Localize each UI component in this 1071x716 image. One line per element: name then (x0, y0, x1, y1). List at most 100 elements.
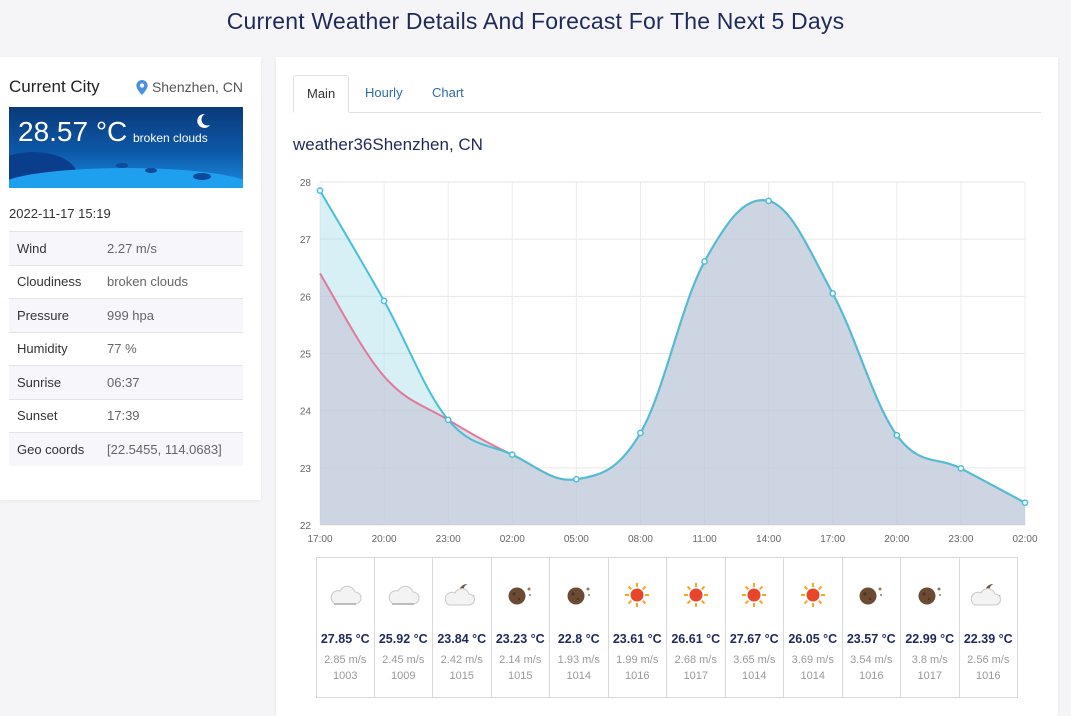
forecast-pressure: 1009 (391, 670, 416, 682)
tab-main[interactable]: Main (293, 75, 350, 113)
forecast-temp: 25.92 °C (378, 632, 428, 646)
forecast-item: 22.39 °C 2.56 m/s 1016 (959, 557, 1018, 698)
series-1-point (316, 187, 324, 194)
detail-value: [22.5455, 114.0683] (99, 432, 243, 466)
forecast-temp: 22.39 °C (963, 632, 1013, 646)
forecast-temp: 23.57 °C (846, 632, 896, 646)
page-title: Current Weather Details And Forecast For… (226, 8, 845, 34)
detail-key: Pressure (9, 298, 99, 332)
forecast-wind: 2.68 m/s (674, 654, 717, 666)
detail-key: Humidity (9, 331, 99, 366)
forecast-item: 27.85 °C 2.85 m/s 1003 (316, 557, 375, 698)
detail-value: 2.27 m/s (99, 231, 243, 265)
series-1-point (1021, 499, 1029, 507)
detail-value: 999 hpa (99, 298, 243, 332)
forecast-pressure: 1017 (683, 670, 708, 682)
decor-dot (145, 168, 157, 173)
series-1-point (380, 297, 388, 305)
forecast-temp: 22.8 °C (557, 632, 600, 646)
detail-value: 06:37 (99, 365, 243, 399)
forecast-pressure: 1014 (742, 670, 767, 682)
x-tick-label: 23:00 (436, 534, 461, 545)
detail-key: Sunrise (9, 365, 99, 399)
forecast-temp: 23.23 °C (495, 632, 545, 646)
tab-bar: Main Hourly Chart (293, 75, 1041, 113)
detail-key: Wind (9, 231, 99, 265)
y-tick-label: 26 (300, 292, 312, 303)
y-tick-label: 23 (300, 464, 312, 475)
forecast-item: 26.61 °C 2.68 m/s 1017 (667, 557, 726, 698)
ground-decoration (9, 168, 243, 188)
detail-row: Sunrise 06:37 (9, 365, 243, 399)
forecast-item: 22.99 °C 3.8 m/s 1017 (901, 557, 960, 698)
x-tick-label: 02:00 (500, 534, 525, 545)
y-tick-label: 22 (300, 521, 312, 532)
series-1-point (508, 451, 516, 459)
forecast-pressure: 1003 (333, 670, 358, 682)
sun-icon (609, 580, 667, 610)
y-tick-label: 28 (300, 178, 312, 189)
tab-chart[interactable]: Chart (432, 85, 464, 100)
forecast-item: 23.61 °C 1.99 m/s 1016 (608, 557, 667, 698)
forecast-temp: 27.67 °C (729, 632, 779, 646)
forecast-temp: 27.85 °C (320, 632, 370, 646)
detail-row: Sunset 17:39 (9, 398, 243, 433)
moon-icon (843, 580, 901, 610)
x-tick-label: 08:00 (628, 534, 653, 545)
forecast-wind: 2.56 m/s (967, 654, 1010, 666)
forecast-pressure: 1016 (976, 670, 1001, 682)
series-1-point (829, 290, 837, 297)
sun-icon (667, 580, 725, 610)
detail-value: broken clouds (99, 264, 243, 299)
forecast-pressure: 1014 (566, 670, 591, 682)
forecast-wind: 2.42 m/s (440, 654, 483, 666)
detail-row: Wind 2.27 m/s (9, 231, 243, 265)
detail-row: Humidity 77 % (9, 331, 243, 366)
y-tick-label: 24 (300, 407, 312, 418)
forecast-item: 23.84 °C 2.42 m/s 1015 (433, 557, 492, 698)
forecast-item: 23.23 °C 2.14 m/s 1015 (491, 557, 550, 698)
location-pin-icon (136, 79, 148, 95)
series-2-area (320, 200, 1025, 526)
forecast-wind: 2.14 m/s (499, 654, 542, 666)
tab-hourly[interactable]: Hourly (365, 85, 403, 100)
moon-cloud-icon (960, 580, 1018, 610)
cloud-icon (375, 580, 433, 610)
forecast-wind: 2.45 m/s (382, 654, 425, 666)
decor-dot (193, 173, 211, 180)
x-tick-label: 20:00 (372, 534, 397, 545)
x-tick-label: 20:00 (884, 534, 909, 545)
forecast-item: 22.8 °C 1.93 m/s 1014 (550, 557, 609, 698)
forecast-wind: 3.8 m/s (911, 654, 948, 666)
cloud-icon (317, 580, 374, 610)
current-temperature: 28.57 °C (18, 116, 128, 147)
detail-row: Pressure 999 hpa (9, 298, 243, 332)
decor-dot (116, 163, 128, 168)
temperature-chart: 22 23 24 25 26 27 28 17:00 20:00 23:00 02:00 05:00 0… (300, 178, 1038, 545)
forecast-wind: 3.65 m/s (733, 654, 776, 666)
x-tick-label: 02:00 (1012, 534, 1037, 545)
moon-icon (550, 580, 608, 610)
forecast-temp: 23.61 °C (612, 632, 662, 646)
detail-key: Cloudiness (9, 264, 99, 299)
forecast-wind: 1.99 m/s (616, 654, 659, 666)
city-row: Current City Shenzhen, CN (9, 77, 243, 99)
weather-hero-banner: 28.57 °C broken clouds (9, 107, 243, 188)
series-1-point (957, 465, 965, 472)
forecast-temp: 26.05 °C (788, 632, 838, 646)
city-location[interactable]: Shenzhen, CN (136, 79, 243, 95)
detail-key: Geo coords (9, 432, 99, 466)
forecast-temp: 22.99 °C (905, 632, 955, 646)
city-location-text: Shenzhen, CN (151, 79, 243, 95)
sun-icon (784, 580, 842, 610)
current-description: broken clouds (133, 131, 208, 145)
x-tick-label: 17:00 (820, 534, 845, 545)
moon-icon (492, 580, 550, 610)
y-tick-label: 27 (300, 235, 312, 246)
forecast-pressure: 1016 (859, 670, 884, 682)
detail-row: Cloudiness broken clouds (9, 264, 243, 299)
forecast-item: 26.05 °C 3.69 m/s 1014 (784, 557, 843, 698)
forecast-pressure: 1017 (917, 670, 942, 682)
current-datetime: 2022-11-17 15:19 (9, 206, 111, 221)
moon-icon (197, 113, 210, 128)
